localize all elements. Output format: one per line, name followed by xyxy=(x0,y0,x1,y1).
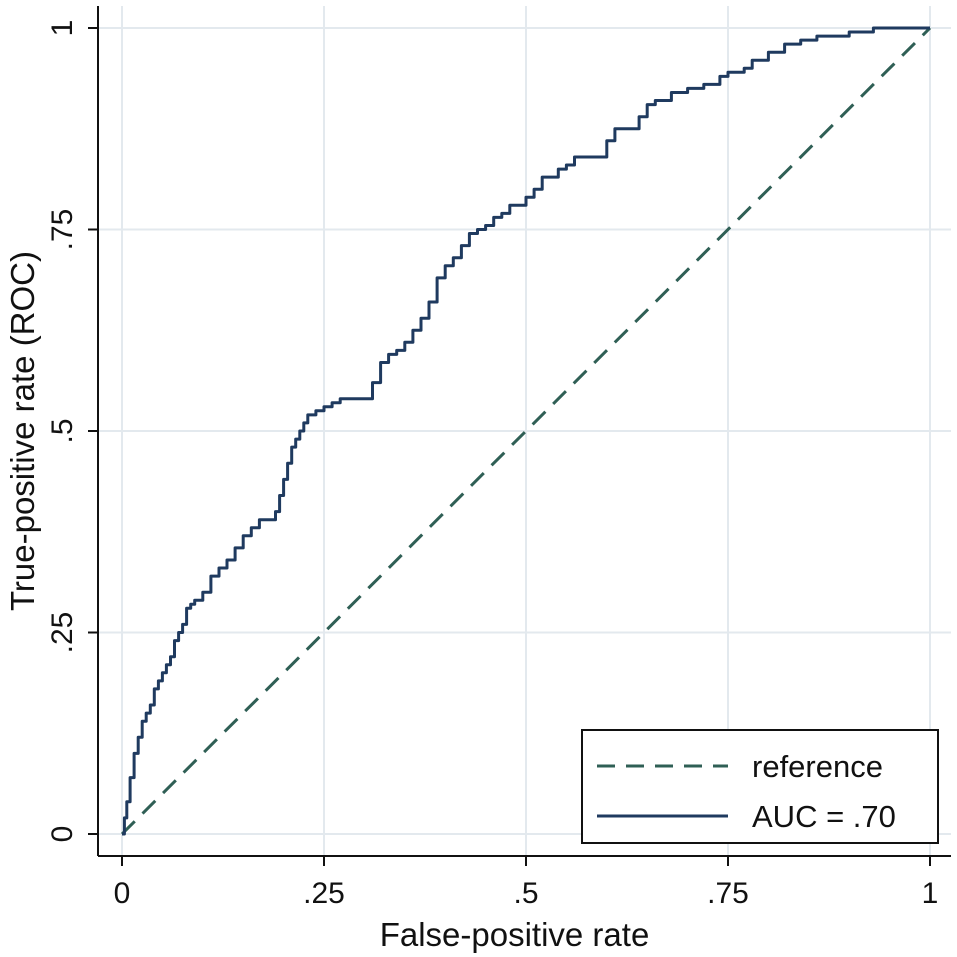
y-tick-label: .25 xyxy=(46,612,79,654)
x-tick-label: .5 xyxy=(513,877,538,910)
grid-layer xyxy=(98,6,951,856)
legend-box xyxy=(581,729,939,844)
y-tick-label: 1 xyxy=(46,20,79,37)
x-axis-title: False-positive rate xyxy=(380,916,650,953)
legend: reference AUC = .70 xyxy=(581,729,939,844)
y-tick-label: .75 xyxy=(46,209,79,251)
y-tick-label: 0 xyxy=(46,826,79,843)
y-tick-label: .5 xyxy=(46,418,79,443)
x-tick-label: 1 xyxy=(922,877,939,910)
series-layer xyxy=(120,26,932,836)
axis-layer: 0 .25 .5 .75 1 0 .25 .5 .75 1 xyxy=(46,6,951,910)
series-line-reference xyxy=(120,26,932,836)
legend-label-reference: reference xyxy=(752,749,883,784)
y-axis-title: True-positive rate (ROC) xyxy=(4,251,41,611)
legend-label-auc: AUC = .70 xyxy=(752,799,896,834)
x-tick-label: .75 xyxy=(707,877,749,910)
series-line-roc xyxy=(122,26,930,836)
x-tick-label: .25 xyxy=(303,877,345,910)
x-tick-label: 0 xyxy=(114,877,131,910)
